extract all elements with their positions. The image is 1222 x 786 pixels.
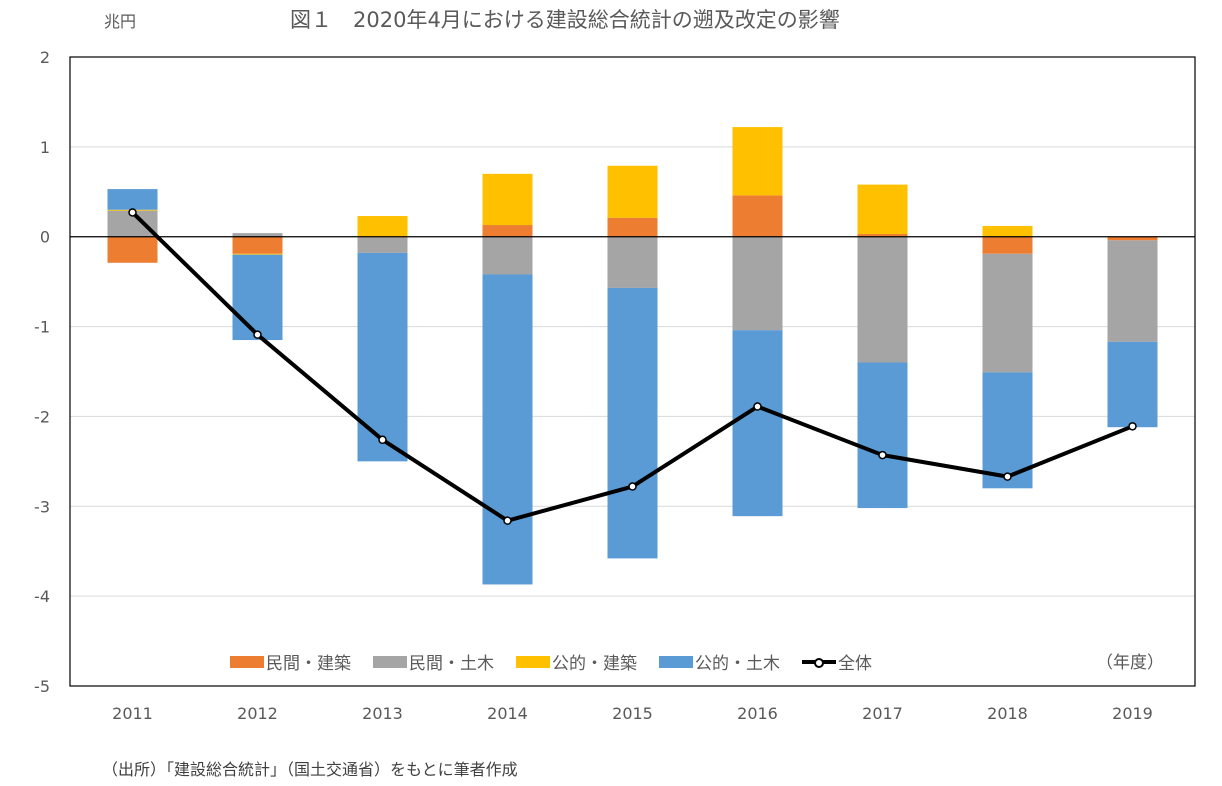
legend-label: 公的・土木: [695, 654, 780, 674]
x-tick-label: 2016: [737, 704, 778, 723]
bar-segment: [1107, 240, 1158, 342]
bar-segment: [1107, 341, 1158, 428]
x-tick-label: 2011: [112, 704, 153, 723]
bar-segment: [482, 236, 533, 275]
legend-swatch: [373, 655, 407, 668]
bar-segment: [732, 236, 783, 331]
bar-segment: [107, 189, 158, 210]
chart-title: 図１ 2020年4月における建設総合統計の遡及改定の影響: [290, 8, 840, 32]
y-axis-ticks: 2 1 0 -1 -2 -3 -4 -5: [34, 48, 50, 696]
bar-segment: [732, 127, 783, 196]
bar-segment: [982, 225, 1033, 237]
bar-segment: [482, 225, 533, 237]
bar-segment: [232, 254, 283, 341]
y-axis-unit-label: 兆円: [104, 12, 137, 31]
bar-segment: [357, 252, 408, 462]
legend-label: 公的・建築: [552, 654, 637, 674]
legend-label: 民間・土木: [409, 654, 494, 674]
line-point: [378, 435, 387, 445]
line-point: [253, 330, 262, 339]
bar-segment: [107, 236, 158, 263]
y-tick-label: 1: [40, 138, 50, 157]
legend-item-private-building: 民間・建築: [230, 649, 351, 674]
legend-swatch: [230, 655, 264, 668]
line-point: [628, 482, 637, 491]
x-tick-label: 2018: [987, 704, 1028, 723]
x-tick-label: 2017: [862, 704, 903, 723]
bar-segment: [482, 274, 533, 585]
bar-segment: [482, 173, 533, 226]
bar-segment: [607, 217, 658, 237]
source-note: （出所）「建設総合統計」（国土交通省）をもとに筆者作成: [102, 760, 518, 779]
y-tick-label: -2: [34, 407, 50, 426]
legend-swatch: [516, 655, 550, 668]
y-tick-label: -1: [34, 318, 50, 337]
x-tick-label: 2012: [237, 704, 278, 723]
legend-label: 民間・建築: [266, 654, 351, 674]
bar-segment: [607, 287, 658, 559]
legend-line-marker-icon: [802, 655, 836, 669]
legend-item-public-civil: 公的・土木: [659, 649, 780, 674]
bar-segment: [357, 237, 408, 253]
y-tick-label: -5: [34, 677, 50, 696]
plot-border: [69, 56, 1196, 687]
fiscal-year-label: （年度）: [1096, 653, 1164, 673]
bar-segment: [732, 330, 783, 517]
bar-segment: [607, 165, 658, 218]
total-line: [128, 208, 1137, 525]
line-point: [128, 208, 137, 217]
bar-segment: [857, 362, 908, 509]
line-point: [753, 402, 762, 411]
bar-segment: [357, 216, 408, 237]
bar-segment: [607, 236, 658, 288]
y-tick-label: -4: [34, 587, 50, 606]
x-tick-label: 2019: [1112, 704, 1153, 723]
legend-item-public-building: 公的・建築: [516, 649, 637, 674]
legend-item-private-civil: 民間・土木: [373, 649, 494, 674]
legend-label: 全体: [838, 654, 872, 674]
y-tick-label: 2: [40, 48, 50, 67]
bar-segment: [232, 253, 283, 255]
bar-segment: [732, 195, 783, 237]
line-point: [503, 516, 512, 525]
bars: [107, 127, 1158, 585]
x-axis-ticks: 2011 2012 2013 2014 2015 2016 2017 2018 2019: [112, 704, 1153, 723]
x-tick-label: 2013: [362, 704, 403, 723]
y-tick-label: 0: [40, 228, 50, 247]
line-point: [1128, 422, 1137, 431]
bar-segment: [1107, 236, 1158, 241]
legend-item-total: 全体: [802, 649, 872, 674]
bar-segment: [857, 236, 908, 363]
x-tick-label: 2014: [487, 704, 528, 723]
bar-segment: [982, 236, 1033, 254]
line-point: [878, 450, 887, 460]
y-tick-label: -3: [34, 497, 50, 516]
bar-segment: [232, 233, 283, 237]
bar-segment: [857, 184, 908, 235]
bar-segment: [857, 234, 908, 237]
bar-segment: [232, 236, 283, 254]
bar-segment: [982, 253, 1033, 373]
legend: 民間・建築 民間・土木 公的・建築 公的・土木 全体: [230, 649, 894, 674]
line-point: [1003, 472, 1012, 481]
x-tick-label: 2015: [612, 704, 653, 723]
legend-swatch: [659, 655, 693, 668]
